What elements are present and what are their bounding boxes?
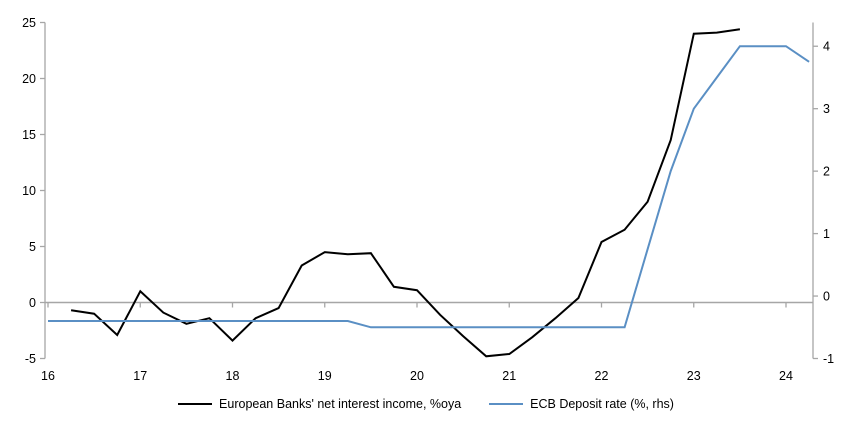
x-tick-label: 21 bbox=[502, 369, 516, 383]
nii-line-swatch bbox=[178, 403, 213, 405]
rhs-tick-label: 4 bbox=[823, 40, 830, 54]
x-tick-label: 18 bbox=[226, 369, 240, 383]
deposit-rate-line-swatch bbox=[489, 403, 524, 405]
lhs-tick-label: 10 bbox=[22, 184, 36, 198]
rhs-tick-label: 3 bbox=[823, 102, 830, 116]
x-tick-label: 23 bbox=[687, 369, 701, 383]
lhs-tick-label: 5 bbox=[29, 240, 36, 254]
legend-label-nii: European Banks' net interest income, %oy… bbox=[219, 397, 462, 411]
rhs-tick-label: 0 bbox=[823, 290, 830, 304]
nii-line bbox=[70, 28, 741, 358]
x-tick-label: 16 bbox=[41, 369, 55, 383]
deposit-rate-line bbox=[48, 45, 810, 329]
lhs-tick-label: 25 bbox=[22, 16, 36, 30]
rhs-tick-label: -1 bbox=[823, 352, 834, 366]
chart-legend: European Banks' net interest income, %oy… bbox=[0, 393, 852, 415]
lhs-tick-label: 20 bbox=[22, 72, 36, 86]
x-tick-label: 20 bbox=[410, 369, 424, 383]
x-tick-label: 17 bbox=[133, 369, 147, 383]
rhs-tick-label: 2 bbox=[823, 165, 830, 179]
lhs-tick-label: 0 bbox=[29, 296, 36, 310]
legend-item-nii: European Banks' net interest income, %oy… bbox=[178, 397, 461, 411]
lhs-tick-label: 15 bbox=[22, 128, 36, 142]
x-tick-label: 24 bbox=[779, 369, 793, 383]
legend-item-deposit-rate: ECB Deposit rate (%, rhs) bbox=[489, 397, 674, 411]
legend-label-deposit-rate: ECB Deposit rate (%, rhs) bbox=[530, 397, 674, 411]
lhs-tick-label: -5 bbox=[25, 352, 36, 366]
x-tick-label: 19 bbox=[318, 369, 332, 383]
rhs-tick-label: 1 bbox=[823, 227, 830, 241]
x-tick-label: 22 bbox=[595, 369, 609, 383]
